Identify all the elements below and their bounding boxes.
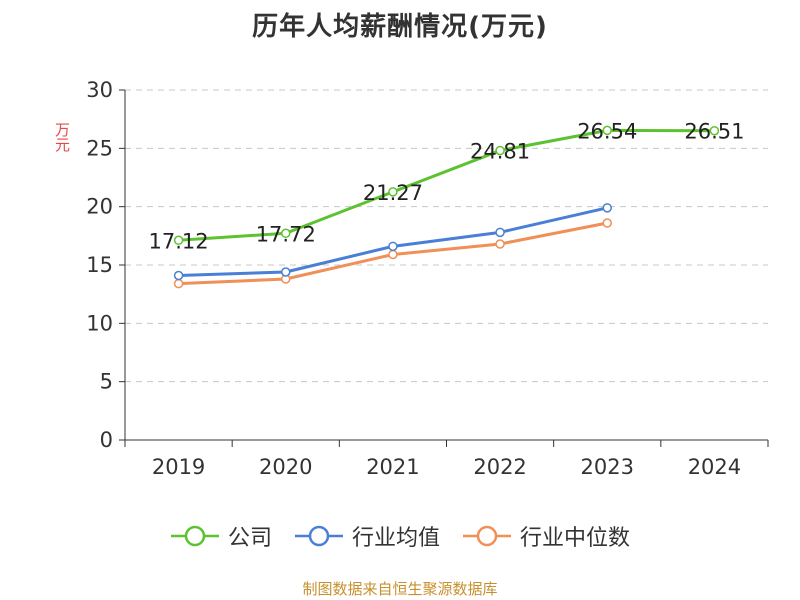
data-label: 21.27: [363, 181, 423, 205]
x-tick-label: 2021: [366, 455, 419, 479]
series-lines: [173, 125, 720, 289]
y-tick-label: 25: [86, 136, 113, 160]
axes: 0 5 10 15 20 25 30 2019 2020 2021 2022 2023 2024: [86, 78, 769, 479]
y-tick-label: 20: [86, 195, 113, 219]
data-point: [388, 249, 398, 260]
y-axis-unit-label: 万元: [53, 122, 71, 152]
legend: 公司 行业均值 行业中位数: [0, 520, 800, 552]
x-tick-label: 2020: [259, 455, 312, 479]
data-point: [495, 227, 505, 238]
chart-title: 历年人均薪酬情况(万元): [252, 12, 548, 42]
data-point: [709, 125, 720, 136]
x-tick-label: 2024: [688, 455, 741, 479]
legend-item[interactable]: 行业中位数: [462, 520, 630, 552]
data-point: [602, 218, 612, 228]
data-point: [281, 228, 291, 239]
legend-label: 行业中位数: [520, 526, 631, 551]
legend-marker-icon: [294, 525, 343, 547]
source-footer: 制图数据来自恒生聚源数据库: [302, 580, 498, 598]
data-labels: 17.12 17.72 21.27 24.81 26.54 26.51: [149, 119, 745, 253]
data-point: [388, 241, 398, 252]
data-point: [495, 145, 505, 156]
x-tick-label: 2022: [473, 455, 526, 479]
data-label: 24.81: [470, 140, 530, 164]
x-tick-label: 2019: [152, 455, 205, 479]
legend-marker-icon: [170, 525, 219, 547]
legend-marker-icon: [463, 525, 511, 547]
series-line: [178, 128, 715, 242]
data-point: [173, 235, 184, 246]
y-tick-label: 15: [86, 253, 113, 277]
legend-label: 公司: [227, 526, 272, 551]
legend-label: 行业均值: [351, 526, 440, 551]
data-point: [495, 239, 505, 249]
data-point: [173, 270, 184, 281]
y-tick-label: 0: [100, 428, 113, 452]
gridlines: [125, 89, 768, 383]
y-tick-label: 5: [100, 370, 113, 394]
legend-item[interactable]: 公司: [170, 520, 272, 552]
data-label: 26.51: [684, 120, 744, 144]
data-label: 17.12: [149, 229, 209, 253]
data-label: 17.72: [256, 222, 316, 246]
data-point: [602, 203, 612, 213]
legend-item[interactable]: 行业均值: [294, 520, 440, 552]
line-chart: 0 5 10 15 20 25 30 2019 2020 2021 2022 2023 2024 17.…: [86, 78, 769, 479]
y-tick-label: 10: [86, 311, 113, 335]
data-label: 26.54: [577, 119, 637, 143]
data-point: [281, 267, 291, 277]
data-point: [388, 187, 398, 197]
data-point: [173, 278, 184, 289]
y-tick-label: 30: [86, 78, 113, 102]
x-tick-label: 2023: [581, 455, 634, 479]
data-point: [602, 125, 612, 136]
